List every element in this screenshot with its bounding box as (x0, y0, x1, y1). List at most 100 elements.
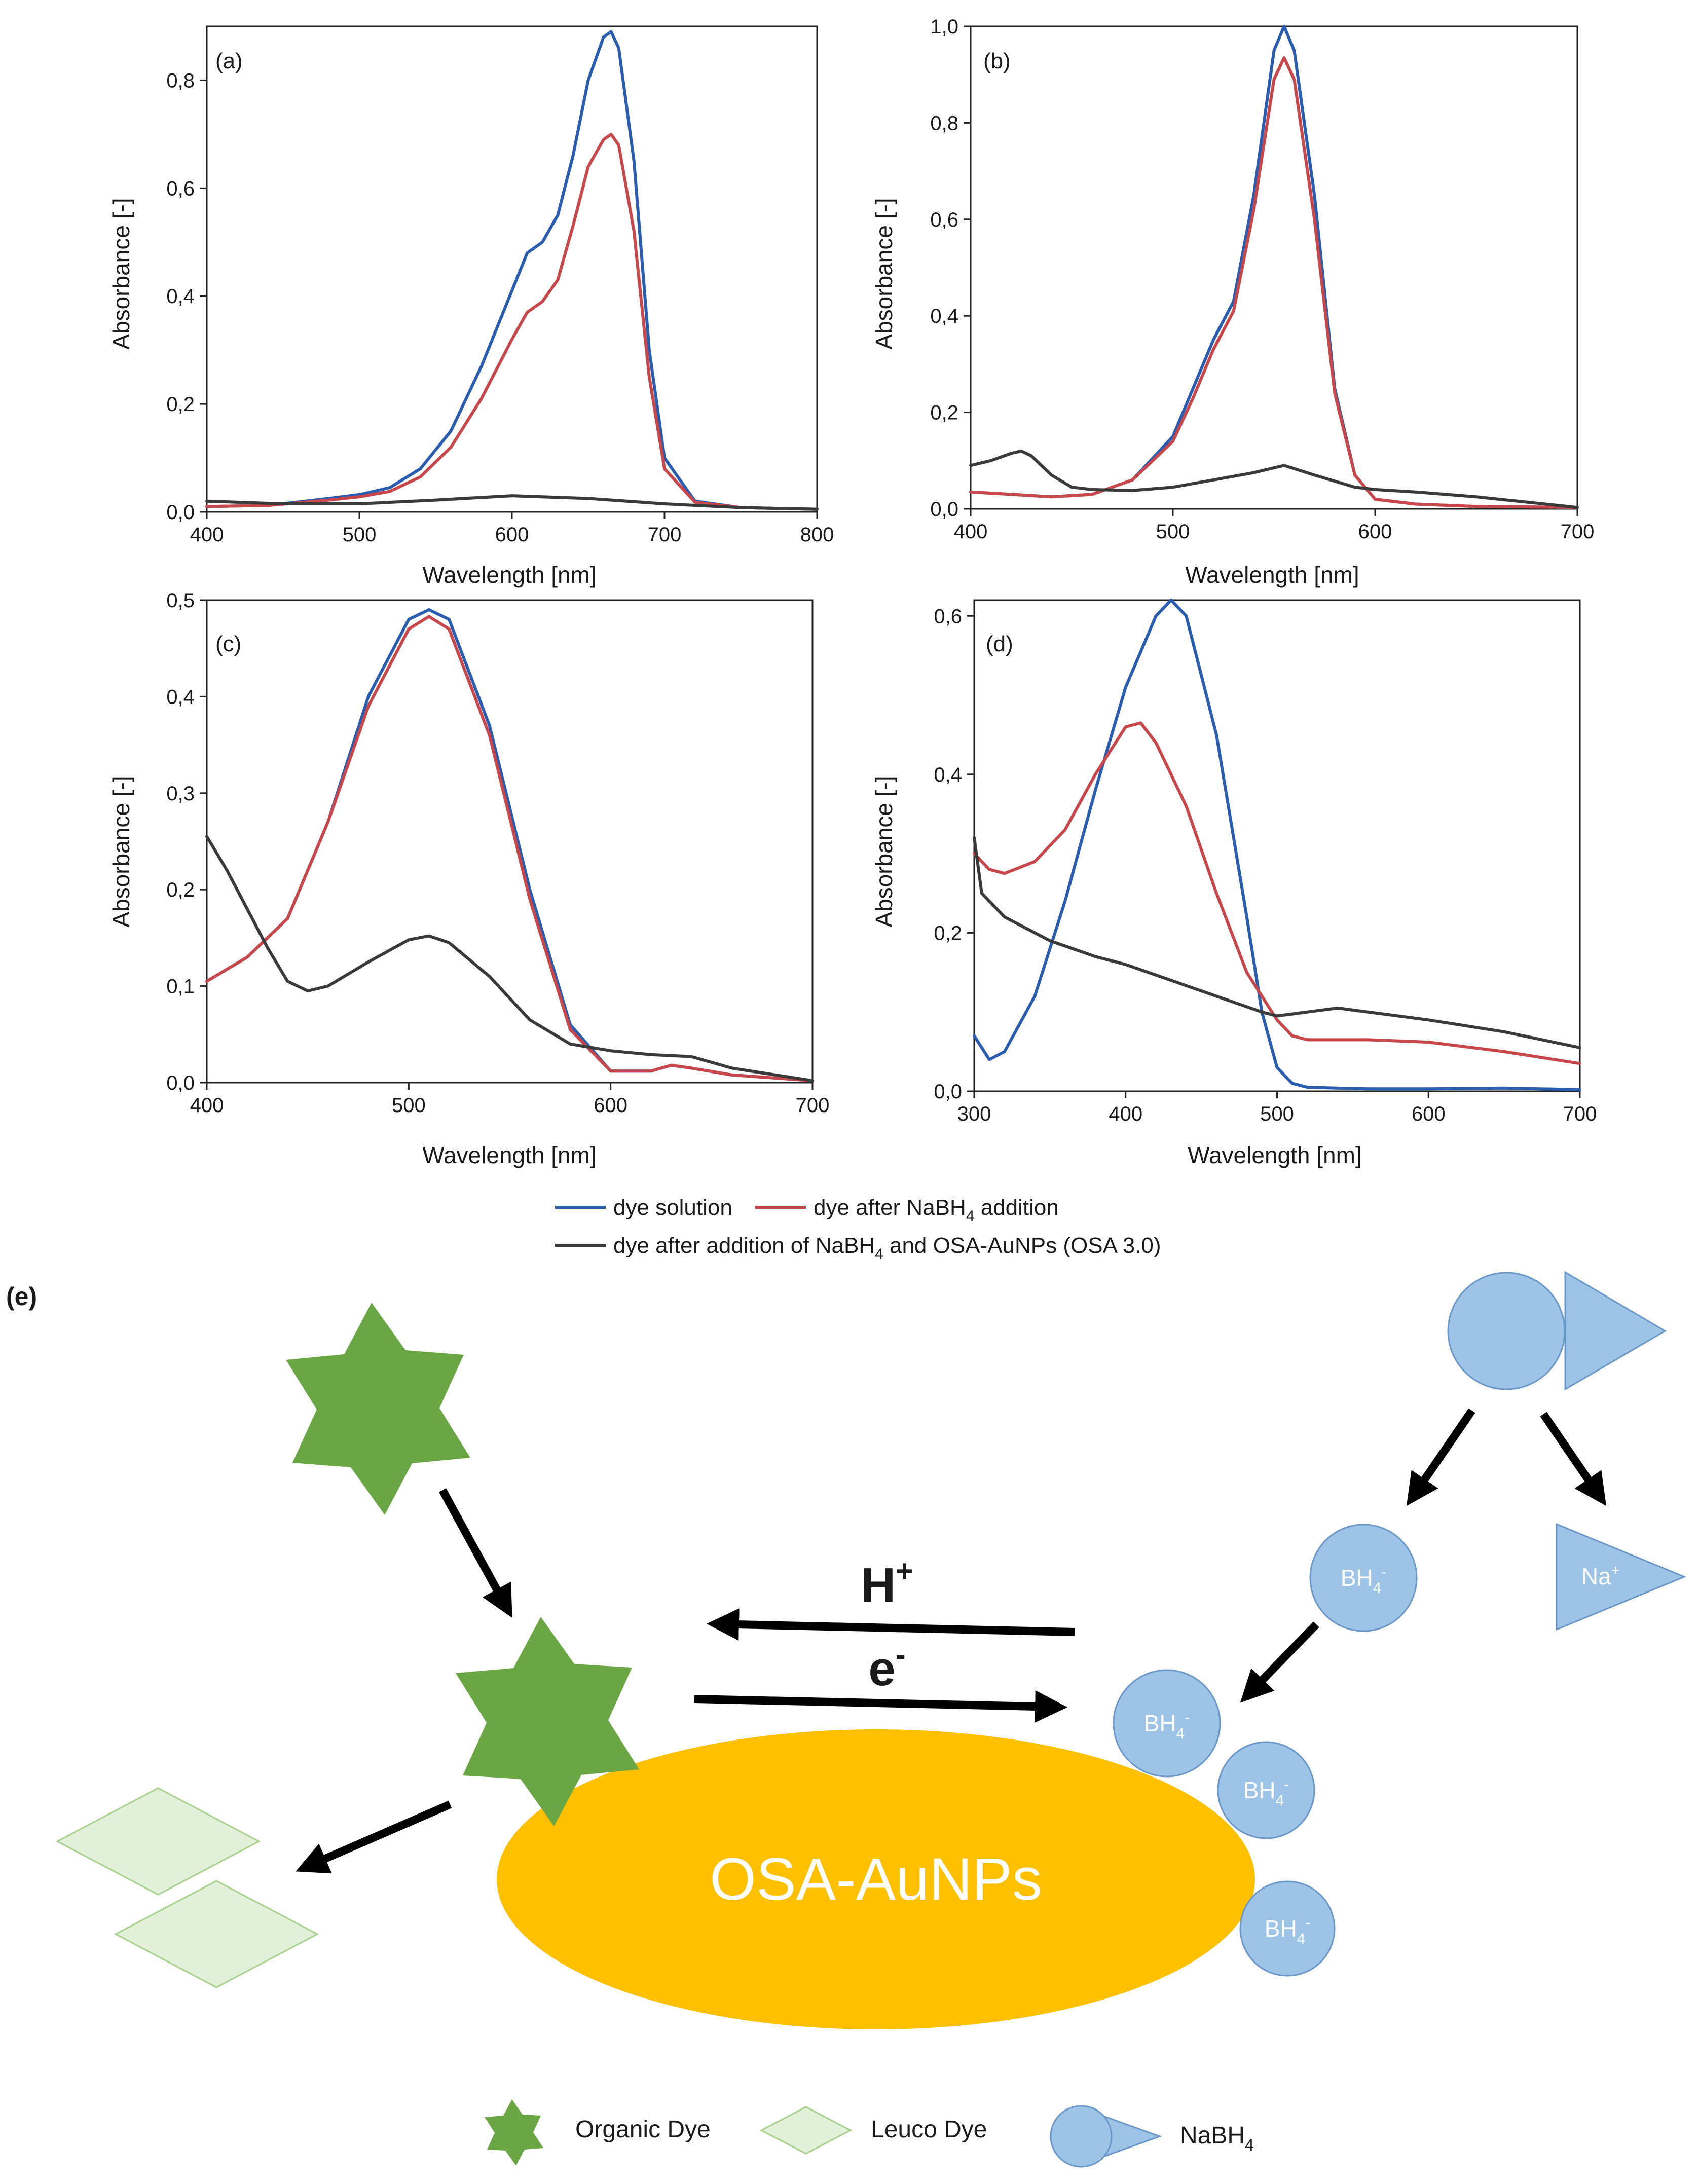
arrow-to-na (1540, 1412, 1607, 1506)
series-line-after-nabh4-aunps (973, 836, 1581, 1049)
osa-aunp-particle (497, 1729, 1255, 2029)
y-tick-label: 0,4 (934, 764, 962, 786)
bh4-ion-free: BH4- (1309, 1524, 1418, 1632)
x-tick-label: 700 (648, 524, 682, 546)
y-tick-label: 0,0 (166, 501, 195, 524)
chart-panel-a: Absorbance [-] Wavelength [nm] (a) 400 50… (108, 25, 834, 588)
x-tick-label: 400 (954, 521, 988, 543)
legend-leuco-dye-label: Leuco Dye (871, 2116, 987, 2143)
plot-frame (206, 25, 818, 513)
y-tick-label: 0,3 (166, 783, 195, 805)
y-tick-label: 0,4 (166, 686, 195, 708)
panel-label: (d) (986, 632, 1013, 656)
x-axis-label: Wavelength [nm] (1188, 1142, 1361, 1168)
series-line-after-nabh4 (969, 56, 1579, 509)
y-tick-label: 0,0 (166, 1072, 195, 1094)
legend-item-dye-solution: dye solution (555, 1195, 732, 1220)
series-line-after-nabh4-aunps (969, 449, 1579, 509)
leuco-dye-diamond-icon (114, 1880, 319, 1988)
series-line-after-nabh4-aunps (205, 494, 819, 511)
panel-label: (a) (215, 49, 243, 73)
series-line-dye-solution (205, 608, 814, 1083)
bh4-ion-adsorbed: BH4- (1113, 1669, 1221, 1778)
x-tick-label: 500 (343, 524, 377, 546)
x-tick-label: 300 (957, 1103, 991, 1125)
y-tick-label: 0,8 (930, 112, 958, 134)
series-line-dye-solution (973, 599, 1581, 1091)
x-tick-label: 400 (190, 524, 224, 546)
bh4-ion-adsorbed: BH4- (1217, 1741, 1315, 1839)
series-line-dye-solution (969, 25, 1579, 509)
x-tick-label: 500 (392, 1094, 426, 1117)
bh4-ion-icon (1113, 1669, 1221, 1778)
x-tick-label: 500 (1156, 521, 1190, 543)
chart-legend: dye solution dye after NaBH4 addition dy… (555, 1195, 1161, 1263)
bh4-ion-icon (1217, 1741, 1315, 1839)
particle-label: OSA-AuNPs (710, 1846, 1042, 1913)
y-tick-label: 0,0 (930, 498, 958, 521)
x-tick-label: 600 (1412, 1103, 1446, 1125)
nabh4-icon (1447, 1271, 1667, 1391)
legend-organic-dye-label: Organic Dye (575, 2116, 711, 2143)
x-axis-label: Wavelength [nm] (422, 1142, 596, 1168)
panel-label: (b) (983, 49, 1011, 73)
bh4-ion-icon (1239, 1880, 1336, 1977)
legend-text: dye after addition of NaBH4 and OSA-AuNP… (613, 1233, 1161, 1263)
x-tick-label: 600 (495, 524, 529, 546)
adsorbed-dye-star-icon (456, 1617, 639, 1826)
y-axis-label: Absorbance [-] (871, 198, 897, 349)
x-tick-label: 700 (1563, 1103, 1597, 1125)
series-line-after-nabh4 (205, 615, 814, 1083)
y-tick-label: 0,4 (930, 305, 958, 327)
reaction-scheme: (e) OSA-AuNPs H+ e- Na+ BH4- (6, 1271, 1686, 2029)
x-tick-label: 800 (800, 524, 834, 546)
x-axis-label: Wavelength [nm] (1185, 562, 1359, 588)
bh4-ion-label: BH4- (1265, 1914, 1311, 1947)
proton-label: H+ (861, 1554, 913, 1612)
panel-label: (c) (215, 632, 241, 656)
bh4-ion-icon (1309, 1524, 1418, 1632)
chart-panel-d: Absorbance [-] Wavelength [nm] (d) 300 40… (871, 599, 1597, 1168)
y-tick-label: 0,2 (166, 879, 195, 901)
chart-panel-c: Absorbance [-] Wavelength [nm] (c) 400 50… (108, 589, 829, 1168)
bh4-ion-label: BH4- (1144, 1709, 1190, 1742)
y-tick-label: 0,2 (930, 402, 958, 424)
y-tick-label: 0,5 (166, 589, 195, 612)
legend-item-after-nabh4: dye after NaBH4 addition (755, 1195, 1059, 1225)
x-tick-label: 600 (594, 1094, 627, 1117)
x-tick-label: 700 (796, 1094, 830, 1117)
legend-nabh4-label: NaBH4 (1180, 2122, 1254, 2154)
x-axis-label: Wavelength [nm] (422, 562, 596, 588)
y-axis-label: Absorbance [-] (871, 775, 897, 927)
series-line-dye-solution (205, 30, 819, 511)
arrow-to-leuco-dye (296, 1800, 452, 1874)
bh4-ion-label: BH4- (1341, 1564, 1387, 1597)
y-axis-label: Absorbance [-] (108, 775, 134, 927)
panel-label: (e) (6, 1282, 37, 1311)
plot-frame (970, 25, 1578, 510)
bh4-ion-label: BH4- (1243, 1776, 1289, 1809)
organic-dye-star-icon (286, 1303, 470, 1515)
legend-nabh4-icon (1050, 2105, 1162, 2168)
y-tick-label: 0,1 (166, 976, 195, 998)
sodium-ion-label: Na+ (1581, 1562, 1620, 1589)
y-tick-label: 1,0 (930, 16, 958, 38)
arrow-proton-transfer (707, 1608, 1075, 1641)
scheme-legend: Organic Dye Leuco Dye NaBH4 (485, 2099, 1254, 2168)
y-tick-label: 0,6 (166, 177, 195, 200)
leuco-dye-diamond-icon (55, 1787, 261, 1896)
chart-panel-b: Absorbance [-] Wavelength [nm] (b) 400 50… (871, 16, 1594, 588)
y-tick-label: 0,8 (166, 69, 195, 92)
arrow-dye-to-particle (438, 1488, 512, 1618)
series-line-after-nabh4-aunps (205, 835, 814, 1083)
legend-organic-dye-icon (485, 2099, 543, 2166)
legend-text: dye after NaBH4 addition (814, 1195, 1059, 1225)
arrow-to-bh4 (1406, 1408, 1475, 1506)
series-line-after-nabh4 (205, 132, 819, 511)
x-tick-label: 400 (190, 1094, 224, 1117)
y-tick-label: 0,2 (934, 922, 962, 944)
sodium-ion-icon (1556, 1523, 1686, 1631)
arrow-bh4-to-particle (1240, 1621, 1319, 1703)
series-line-after-nabh4 (973, 721, 1581, 1065)
